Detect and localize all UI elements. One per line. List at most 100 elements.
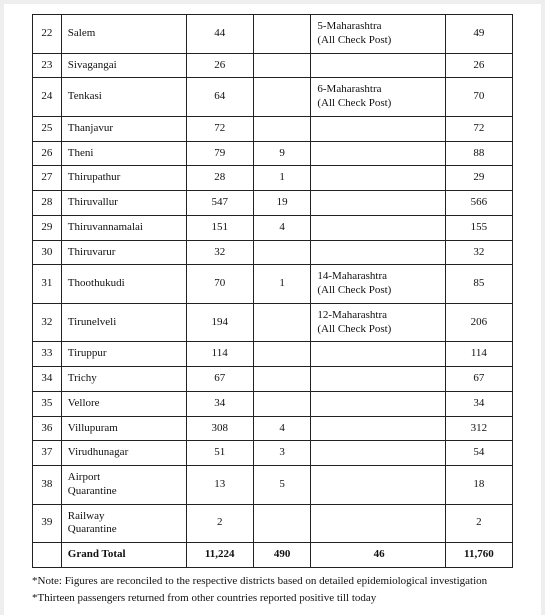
table-row: 35Vellore3434: [33, 391, 513, 416]
cell-col5: 5-Maharashtra(All Check Post): [311, 15, 445, 54]
cell-col5: [311, 191, 445, 216]
cell-col4: [253, 303, 311, 342]
cell-col6: 70: [445, 78, 512, 117]
cell-total-label: Grand Total: [61, 543, 186, 568]
cell-col4: [253, 78, 311, 117]
document-page: 22Salem445-Maharashtra(All Check Post)49…: [4, 4, 541, 615]
cell-district: Virudhunagar: [61, 441, 186, 466]
cell-col6: 114: [445, 342, 512, 367]
cell-col3: 2: [186, 504, 253, 543]
cell-district: Theni: [61, 141, 186, 166]
cell-sn: 31: [33, 265, 62, 304]
cell-col3: 28: [186, 166, 253, 191]
cell-district: Salem: [61, 15, 186, 54]
cell-col5: [311, 342, 445, 367]
cell-sn: 37: [33, 441, 62, 466]
cell-col5: [311, 166, 445, 191]
table-row: 30Thiruvarur3232: [33, 240, 513, 265]
cell-col4: 4: [253, 416, 311, 441]
cell-col6: 54: [445, 441, 512, 466]
cell-col4: [253, 15, 311, 54]
cell-col3: 547: [186, 191, 253, 216]
cell-district: AirportQuarantine: [61, 466, 186, 505]
cell-col6: 67: [445, 367, 512, 392]
cell-col3: 13: [186, 466, 253, 505]
table-row: 34Trichy6767: [33, 367, 513, 392]
cell-sn: 26: [33, 141, 62, 166]
cell-col5: [311, 53, 445, 78]
table-row: 24Tenkasi646-Maharashtra(All Check Post)…: [33, 78, 513, 117]
cell-sn: 38: [33, 466, 62, 505]
table-row: 36Villupuram3084312: [33, 416, 513, 441]
cell-district: RailwayQuarantine: [61, 504, 186, 543]
cell-sn: 35: [33, 391, 62, 416]
cell-sn: 34: [33, 367, 62, 392]
cell-col4: 1: [253, 265, 311, 304]
footnote-2: *Thirteen passengers returned from other…: [32, 591, 513, 606]
cell-col3: 72: [186, 116, 253, 141]
cell-col3: 114: [186, 342, 253, 367]
cell-col6: 206: [445, 303, 512, 342]
cell-district: Tiruppur: [61, 342, 186, 367]
cell-sn: 23: [33, 53, 62, 78]
cell-col4: 490: [253, 543, 311, 568]
table-row: 26Theni79988: [33, 141, 513, 166]
cell-sn: 30: [33, 240, 62, 265]
cell-col6: 155: [445, 215, 512, 240]
cell-col3: 70: [186, 265, 253, 304]
cell-col3: 26: [186, 53, 253, 78]
cell-col5: [311, 441, 445, 466]
cell-sn: 33: [33, 342, 62, 367]
cell-col4: [253, 342, 311, 367]
cell-col6: 18: [445, 466, 512, 505]
cell-sn: 36: [33, 416, 62, 441]
cell-col4: 19: [253, 191, 311, 216]
district-table: 22Salem445-Maharashtra(All Check Post)49…: [32, 14, 513, 568]
cell-col5: 46: [311, 543, 445, 568]
cell-col6: 11,760: [445, 543, 512, 568]
cell-sn: 39: [33, 504, 62, 543]
cell-district: Sivagangai: [61, 53, 186, 78]
cell-col5: 14-Maharashtra(All Check Post): [311, 265, 445, 304]
cell-col6: 49: [445, 15, 512, 54]
cell-col6: 312: [445, 416, 512, 441]
cell-district: Thirupathur: [61, 166, 186, 191]
cell-col6: 72: [445, 116, 512, 141]
cell-col6: 85: [445, 265, 512, 304]
table-row: 28Thiruvallur54719566: [33, 191, 513, 216]
cell-sn: 25: [33, 116, 62, 141]
cell-col3: 44: [186, 15, 253, 54]
cell-district: Thanjavur: [61, 116, 186, 141]
cell-col4: [253, 367, 311, 392]
cell-col5: 6-Maharashtra(All Check Post): [311, 78, 445, 117]
table-row: 37Virudhunagar51354: [33, 441, 513, 466]
cell-col4: [253, 116, 311, 141]
cell-col6: 29: [445, 166, 512, 191]
cell-col5: 12-Maharashtra(All Check Post): [311, 303, 445, 342]
cell-col4: 4: [253, 215, 311, 240]
cell-col5: [311, 416, 445, 441]
table-row: 31Thoothukudi70114-Maharashtra(All Check…: [33, 265, 513, 304]
cell-col5: [311, 504, 445, 543]
table-row: 32Tirunelveli19412-Maharashtra(All Check…: [33, 303, 513, 342]
cell-sn: 22: [33, 15, 62, 54]
cell-col4: 5: [253, 466, 311, 505]
table-row: 25Thanjavur7272: [33, 116, 513, 141]
cell-col4: 9: [253, 141, 311, 166]
cell-col5: [311, 391, 445, 416]
cell-col4: [253, 53, 311, 78]
cell-col4: [253, 240, 311, 265]
cell-col5: [311, 466, 445, 505]
table-row: 38AirportQuarantine135 18: [33, 466, 513, 505]
cell-sn: [33, 543, 62, 568]
cell-col3: 32: [186, 240, 253, 265]
footnotes: *Note: Figures are reconciled to the res…: [32, 574, 513, 606]
cell-col3: 11,224: [186, 543, 253, 568]
cell-col6: 32: [445, 240, 512, 265]
cell-district: Thiruvallur: [61, 191, 186, 216]
cell-col4: 1: [253, 166, 311, 191]
cell-district: Thiruvannamalai: [61, 215, 186, 240]
cell-col5: [311, 367, 445, 392]
cell-col3: 51: [186, 441, 253, 466]
cell-col6: 88: [445, 141, 512, 166]
